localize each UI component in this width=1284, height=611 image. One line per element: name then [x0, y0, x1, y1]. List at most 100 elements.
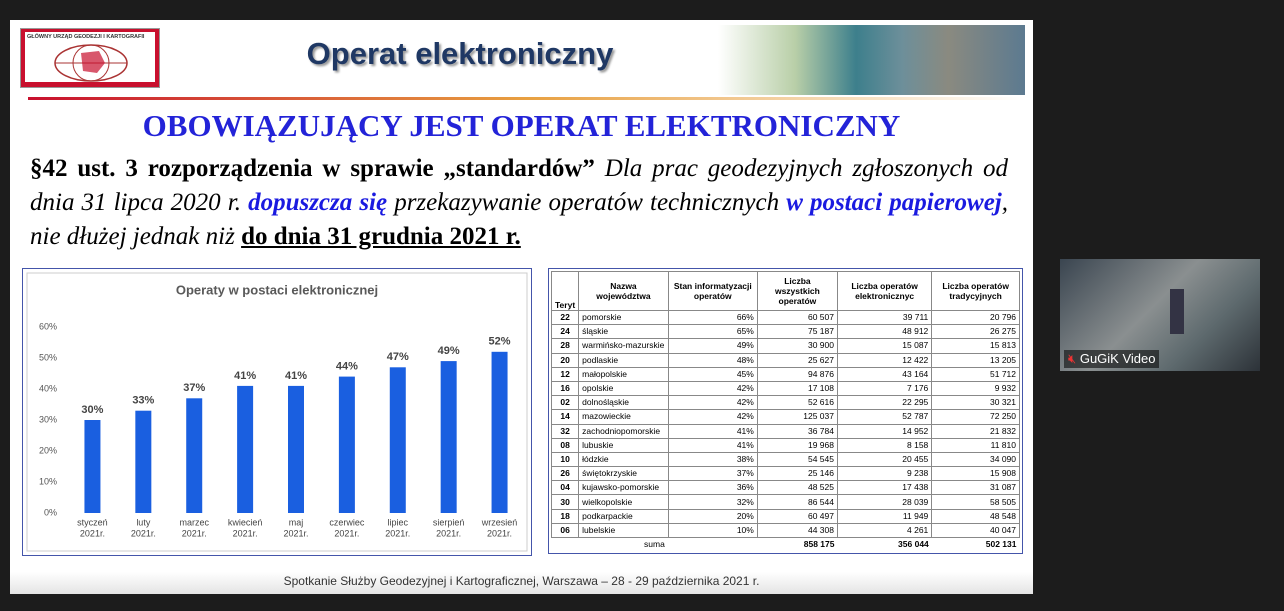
value-label: 47% [387, 351, 409, 363]
value-label: 30% [81, 404, 103, 416]
table-cell: 40 047 [931, 522, 1020, 539]
table-cell: 54 545 [756, 451, 838, 468]
table-row: 06 lubelskie 10% 44 308 4 261 40 047 [550, 522, 1020, 539]
table-cell: podlaskie [578, 352, 669, 368]
x-tick-label: 2021r. [283, 528, 308, 538]
table-cell: 7 176 [836, 380, 933, 397]
chart: Operaty w postaci elektronicznej 0% 10% 20… [22, 268, 532, 556]
table-cell: 22 [550, 309, 580, 326]
table-cell: 4 261 [836, 522, 933, 539]
value-label: 41% [234, 370, 256, 382]
column-header: Stan informatyzacji operatów [667, 271, 758, 311]
table-cell: łódzkie [578, 451, 669, 468]
x-tick-label: 2021r. [385, 528, 410, 538]
table-cell: świętokrzyskie [578, 466, 669, 482]
table-cell: 11 949 [836, 508, 933, 524]
column-header: Teryt [550, 271, 580, 311]
video-tile[interactable]: 🔇︎ GuGiK Video [1060, 259, 1260, 371]
x-tick-label: styczeń [77, 517, 108, 527]
table-cell: 8 158 [836, 437, 933, 453]
table-cell: 16 [550, 380, 580, 397]
table-cell: 43 164 [836, 366, 933, 382]
map-mosaic [718, 25, 1025, 95]
x-tick-label: 2021r. [334, 528, 359, 538]
table-row: 32 zachodniopomorskie 41% 36 784 14 952 21 83… [550, 423, 1020, 439]
table-cell: 15 908 [931, 466, 1020, 482]
table-cell: mazowieckie [578, 409, 669, 425]
table-cell: 94 876 [756, 366, 838, 382]
table-cell: 17 438 [836, 480, 933, 496]
table-cell: 31 087 [931, 480, 1020, 496]
bar [237, 385, 254, 513]
table-cell: wielkopolskie [578, 494, 669, 510]
chart-frame [26, 272, 528, 552]
text: przekazywanie operatów technicznych [387, 189, 787, 216]
table-cell: 04 [550, 480, 580, 496]
table-cell: 32 [550, 423, 580, 439]
table-cell: 28 039 [836, 494, 933, 510]
footer: Spotkanie Służby Geodezyjnej i Kartograf… [283, 574, 760, 588]
text: , nie dłużej jednak niż [30, 189, 1008, 250]
table-cell: 42% [667, 409, 758, 425]
table-cell: 30 [550, 494, 580, 510]
table-cell: 08 [550, 437, 580, 453]
table-row: 24 śląskie 65% 75 187 48 912 26 275 [550, 324, 1020, 340]
table-cell: zachodniopomorskie [578, 423, 669, 439]
table-cell: 28 [550, 338, 580, 354]
table-cell: 18 [550, 508, 580, 524]
x-tick-label: lipiec [388, 517, 409, 527]
table-cell: 45% [667, 366, 758, 382]
bar [186, 398, 203, 513]
table-cell: 15 813 [931, 338, 1020, 354]
text: w postaci papierowej [786, 189, 1002, 216]
table-row: 16 opolskie 42% 17 108 7 176 9 932 [550, 380, 1020, 397]
x-tick-label: 2021r. [182, 528, 207, 538]
table-cell: 22 295 [836, 395, 933, 411]
bar [440, 361, 457, 513]
table-cell: 39 711 [836, 309, 933, 326]
footer-bar [10, 572, 1033, 594]
table-cell: 60 497 [756, 508, 838, 524]
x-tick-label: sierpień [433, 517, 465, 527]
bar [491, 351, 508, 513]
table-cell: 11 810 [931, 437, 1020, 453]
table-cell: 20% [667, 508, 758, 524]
table-cell: 60 507 [756, 309, 838, 326]
table-cell: 86 544 [756, 494, 838, 510]
table-cell: 52 616 [756, 395, 838, 411]
column-header: Liczba wszystkich operatów [756, 271, 838, 311]
table-cell: śląskie [578, 324, 669, 340]
text: dopuszcza się [248, 189, 388, 216]
table-cell: 20 [550, 352, 580, 368]
x-tick-label: marzec [179, 517, 209, 527]
table-cell: 24 [550, 324, 580, 340]
table-cell: 17 108 [756, 380, 838, 397]
x-tick-label: 2021r. [233, 528, 258, 538]
bar [135, 410, 152, 513]
x-tick-label: czerwiec [329, 517, 365, 527]
table-cell: 12 [550, 366, 580, 382]
table-cell: opolskie [578, 380, 669, 397]
value-label: 33% [132, 395, 154, 407]
value-label: 41% [285, 370, 307, 382]
table-cell: 75 187 [756, 324, 838, 340]
table-cell: 26 [550, 466, 580, 482]
table-cell: 125 037 [756, 409, 838, 425]
table-row: 28 warmińsko-mazurskie 49% 30 900 15 087 15 8… [550, 338, 1020, 354]
header-line [28, 97, 1025, 100]
table-cell: 21 832 [931, 423, 1020, 439]
value-label: 49% [438, 345, 460, 357]
slide: GŁÓWNY URZĄD GEODEZJI I KARTOGRAFII Oper… [10, 20, 1033, 594]
logo: GŁÓWNY URZĄD GEODEZJI I KARTOGRAFII [20, 28, 160, 88]
table-cell: 26 275 [931, 324, 1020, 340]
table-cell: 32% [667, 494, 758, 510]
x-tick-label: 2021r. [80, 528, 105, 538]
bar [389, 367, 406, 513]
table-cell: 36% [667, 480, 758, 496]
table-cell: 14 [550, 409, 580, 425]
column-header: Liczba operatów elektronicznyc [836, 271, 933, 311]
table-row: 30 wielkopolskie 32% 86 544 28 039 58 505 [550, 494, 1020, 510]
column-header: Nazwa województwa [578, 271, 669, 311]
table-cell: 37% [667, 466, 758, 482]
value-label: 37% [183, 382, 205, 394]
